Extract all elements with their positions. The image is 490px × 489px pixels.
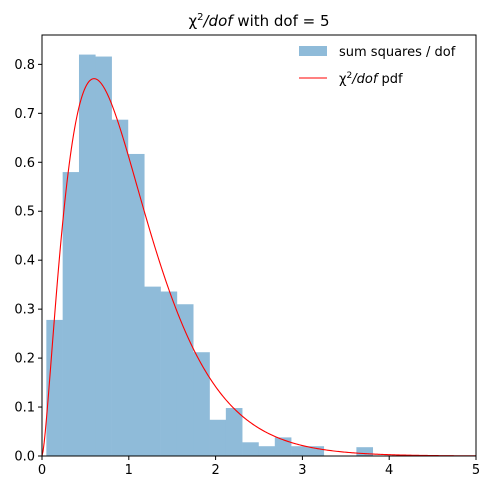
pdf-curve xyxy=(41,78,477,457)
y-tick-label: 0.6 xyxy=(14,156,35,171)
histogram-bar xyxy=(176,304,194,456)
histogram-bar xyxy=(291,446,308,456)
histogram-bar xyxy=(127,153,145,456)
histogram-bar xyxy=(78,54,96,457)
y-tick-label: 0.3 xyxy=(14,303,35,318)
x-tick-label: 3 xyxy=(298,463,306,478)
x-tick-label: 2 xyxy=(211,463,219,478)
legend: sum squares / dof χ2/dof pdf xyxy=(299,45,456,87)
legend-swatch-histogram xyxy=(299,46,327,56)
histogram-bar xyxy=(62,172,80,456)
y-tick-label: 0.8 xyxy=(14,58,35,73)
histogram-bar xyxy=(193,352,210,456)
legend-superscript: 2 xyxy=(347,71,353,81)
y-tick-label: 0.7 xyxy=(14,107,35,122)
histogram-bar xyxy=(225,408,243,456)
legend-label-pdf: χ2/dof pdf xyxy=(339,71,403,87)
histogram-bars xyxy=(46,54,374,457)
histogram-bar xyxy=(258,446,276,456)
y-tick-label: 0.4 xyxy=(14,254,35,269)
x-tick-label: 5 xyxy=(472,463,480,478)
y-tick-label: 0.0 xyxy=(14,450,35,465)
x-axis: 0 1 2 3 4 5 xyxy=(38,456,480,478)
legend-italic: /dof xyxy=(351,72,380,87)
title-superscript: 2 xyxy=(197,12,203,23)
histogram-bar xyxy=(46,319,63,456)
x-tick-label: 4 xyxy=(385,463,393,478)
histogram-bar xyxy=(274,437,292,456)
legend-label-histogram: sum squares / dof xyxy=(339,45,456,60)
histogram-bar xyxy=(209,419,227,456)
histogram-bar xyxy=(356,447,374,456)
chart-title: χ2/dof with dof = 5 xyxy=(188,12,329,30)
plot-frame xyxy=(41,34,477,457)
y-axis: 0.0 0.1 0.2 0.3 0.4 0.5 0.6 0.7 0.8 xyxy=(14,58,42,465)
y-tick-label: 0.5 xyxy=(14,205,35,220)
histogram-bar xyxy=(307,446,325,456)
histogram-bar xyxy=(95,56,112,456)
title-italic: /dof xyxy=(202,12,236,30)
histogram-bar xyxy=(160,291,178,456)
histogram-bar xyxy=(144,286,161,456)
y-tick-label: 0.1 xyxy=(14,401,35,416)
x-tick-label: 1 xyxy=(125,463,133,478)
y-tick-label: 0.2 xyxy=(14,352,35,367)
histogram-bar xyxy=(242,442,259,456)
x-tick-label: 0 xyxy=(38,463,46,478)
histogram-bar xyxy=(111,119,129,456)
